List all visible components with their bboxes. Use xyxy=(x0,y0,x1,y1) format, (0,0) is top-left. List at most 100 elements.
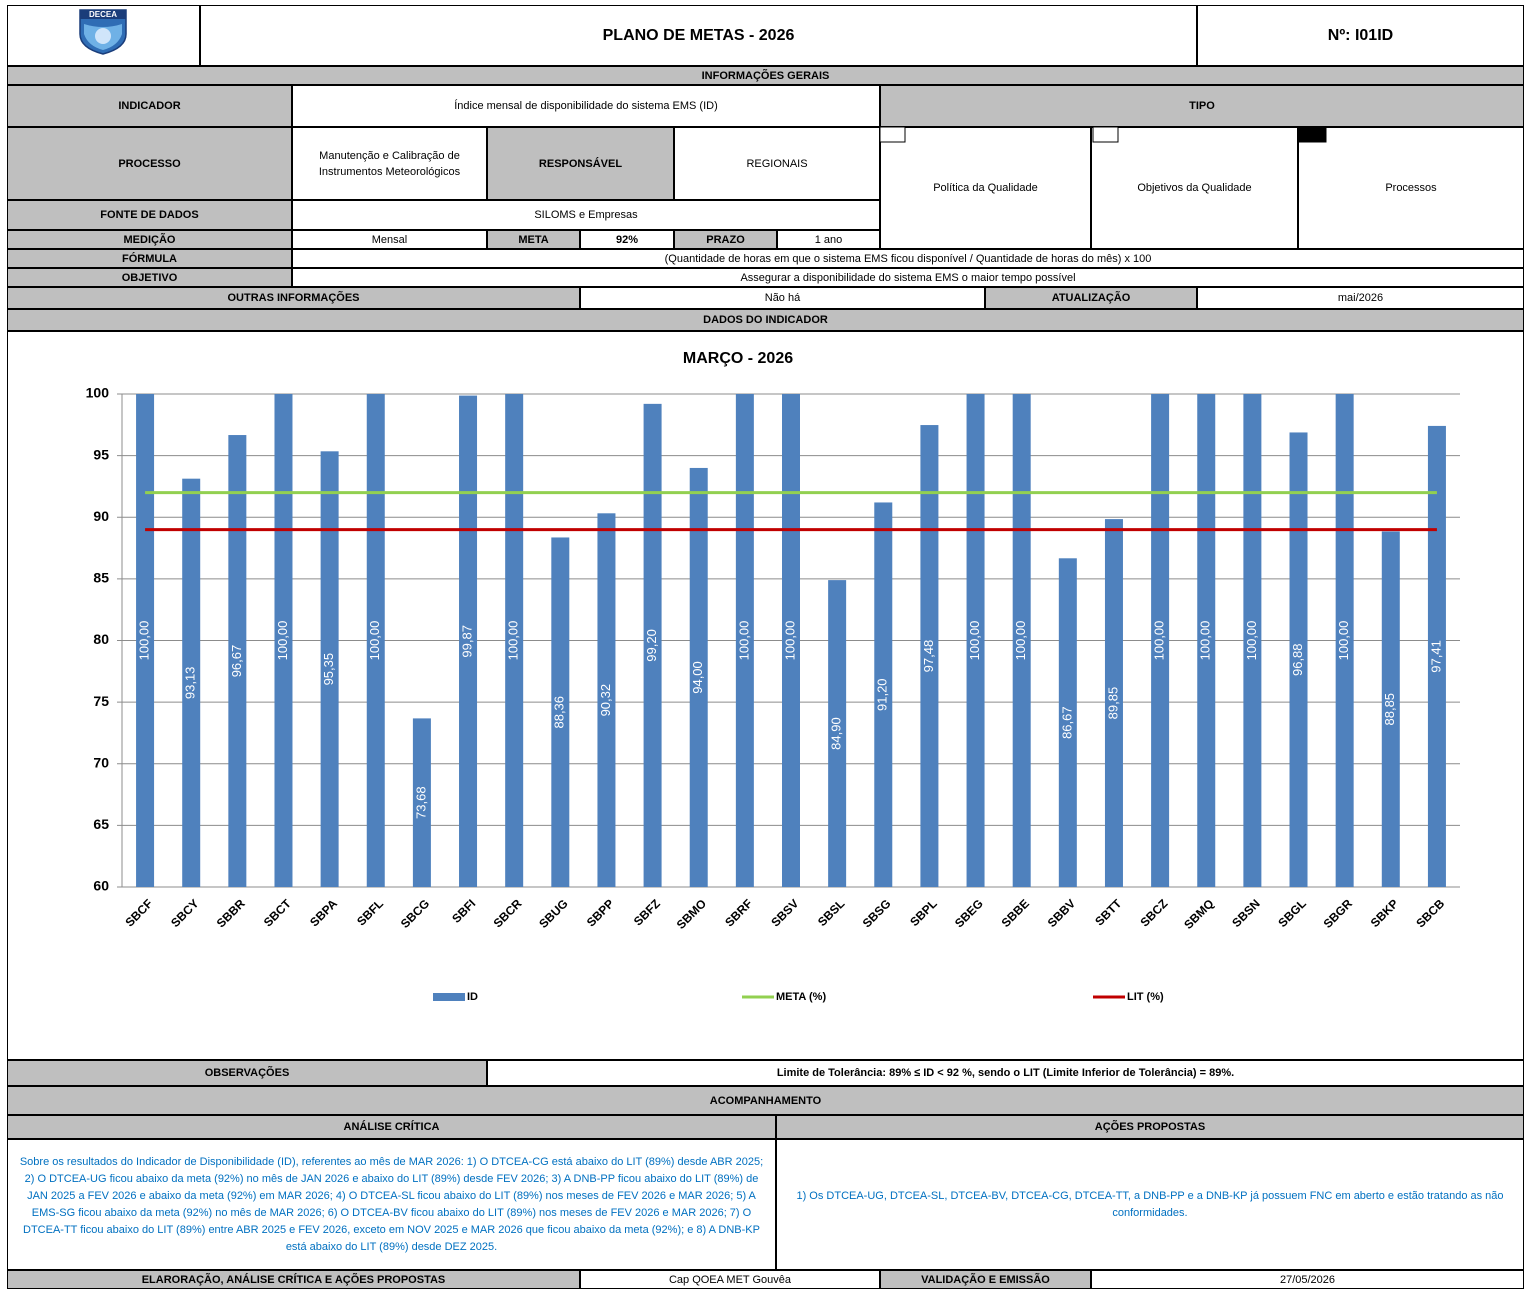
value: Assegurar a disponibilidade do sistema E… xyxy=(292,268,1524,287)
bar xyxy=(1427,425,1446,887)
y-tick-label: 95 xyxy=(93,446,109,462)
y-tick-label: 70 xyxy=(93,754,109,770)
x-tick-label: SBPP xyxy=(584,896,617,929)
bar xyxy=(182,478,201,887)
legend-label: META (%) xyxy=(776,991,826,1003)
label: ATUALIZAÇÃO xyxy=(985,287,1197,309)
x-tick-label: SBFL xyxy=(354,896,386,928)
x-tick-label: SBPL xyxy=(907,896,940,929)
y-tick-label: 85 xyxy=(93,570,109,586)
bar xyxy=(689,467,708,887)
bar xyxy=(1289,432,1308,887)
value-label: 100,00 xyxy=(782,621,797,661)
checkbox xyxy=(1297,126,1327,143)
title: PLANO DE METAS - 2026 xyxy=(200,5,1197,66)
logo-text: DECEA xyxy=(89,10,117,19)
bar xyxy=(274,394,293,887)
value: 27/05/2026 xyxy=(1091,1270,1524,1289)
bar xyxy=(366,394,385,887)
x-tick-label: SBSL xyxy=(815,896,848,929)
label: TIPO xyxy=(880,85,1524,127)
y-tick-label: 60 xyxy=(93,878,109,894)
value-label: 97,41 xyxy=(1428,640,1443,673)
bar xyxy=(1381,531,1400,887)
value-label: 100,00 xyxy=(367,621,382,661)
x-tick-label: SBRF xyxy=(722,896,755,929)
bar xyxy=(551,537,570,887)
section-header: DADOS DO INDICADOR xyxy=(7,309,1524,331)
chart-area xyxy=(7,331,1524,1060)
value-label: 94,00 xyxy=(690,661,705,694)
bar xyxy=(228,435,247,887)
value: Manutenção e Calibração de Instrumentos … xyxy=(292,127,487,200)
value: (Quantidade de horas em que o sistema EM… xyxy=(292,249,1524,268)
value-label: 84,90 xyxy=(829,717,844,750)
y-tick-label: 90 xyxy=(93,508,109,524)
bar xyxy=(597,513,616,887)
section-header: ACOMPANHAMENTO xyxy=(7,1086,1524,1115)
label: PRAZO xyxy=(674,230,777,249)
chart-title: MARÇO - 2026 xyxy=(683,350,793,367)
bar xyxy=(1335,394,1354,887)
value: Não há xyxy=(580,287,985,309)
value: Cap QOEA MET Gouvêa xyxy=(580,1270,880,1289)
bar xyxy=(966,394,985,887)
bar xyxy=(1151,394,1170,887)
bar xyxy=(643,403,662,887)
bar xyxy=(412,718,431,887)
value-label: 88,85 xyxy=(1382,693,1397,726)
value: SILOMS e Empresas xyxy=(292,200,880,230)
label: MEDIÇÃO xyxy=(7,230,292,249)
value-label: 93,13 xyxy=(183,667,198,700)
label: FONTE DE DADOS xyxy=(7,200,292,230)
value: mai/2026 xyxy=(1197,287,1524,309)
bar xyxy=(828,580,847,887)
section-header: INFORMAÇÕES GERAIS xyxy=(7,66,1524,85)
legend-swatch xyxy=(433,993,465,1001)
value-label: 100,00 xyxy=(137,621,152,661)
checkbox xyxy=(879,126,906,143)
x-tick-label: SBTT xyxy=(1092,896,1125,929)
label: OUTRAS INFORMAÇÕES xyxy=(7,287,580,309)
value: Índice mensal de disponibilidade do sist… xyxy=(292,85,880,127)
x-tick-label: SBFZ xyxy=(631,896,663,928)
value-label: 100,00 xyxy=(736,621,751,661)
value: 1 ano xyxy=(777,230,880,249)
x-tick-label: SBCR xyxy=(491,896,525,930)
x-tick-label: SBCF xyxy=(122,896,155,929)
bar xyxy=(782,394,800,887)
checkbox xyxy=(1092,126,1119,143)
value-label: 96,88 xyxy=(1290,643,1305,676)
x-tick-label: SBEG xyxy=(952,896,986,930)
x-tick-label: SBGL xyxy=(1275,896,1308,929)
label: ANÁLISE CRÍTICA xyxy=(7,1115,776,1139)
x-tick-label: SBCG xyxy=(398,896,432,930)
value: 92% xyxy=(580,230,674,249)
value-label: 86,67 xyxy=(1059,706,1074,739)
x-tick-label: SBBV xyxy=(1045,896,1078,929)
x-tick-label: SBKP xyxy=(1368,896,1401,929)
y-tick-label: 80 xyxy=(93,631,109,647)
value: REGIONAIS xyxy=(674,127,880,200)
bar xyxy=(136,394,155,887)
x-tick-label: SBBE xyxy=(999,896,1032,929)
label: META xyxy=(487,230,580,249)
value-label: 73,68 xyxy=(413,786,428,819)
x-tick-label: SBMO xyxy=(674,896,709,931)
label: PROCESSO xyxy=(7,127,292,200)
logo-band xyxy=(80,10,126,19)
type-option: Processos xyxy=(1298,127,1524,249)
value-label: 100,00 xyxy=(1198,621,1213,661)
value-label: 100,00 xyxy=(1152,621,1167,661)
y-tick-label: 65 xyxy=(93,816,109,832)
x-tick-label: SBBR xyxy=(214,896,248,930)
bar xyxy=(505,394,524,887)
value-label: 100,00 xyxy=(967,621,982,661)
value-label: 100,00 xyxy=(506,621,521,661)
value-label: 100,00 xyxy=(1244,621,1259,661)
y-tick-label: 75 xyxy=(93,693,109,709)
x-tick-label: SBCZ xyxy=(1137,896,1170,929)
x-tick-label: SBFI xyxy=(449,896,478,925)
x-tick-label: SBGR xyxy=(1321,896,1356,931)
